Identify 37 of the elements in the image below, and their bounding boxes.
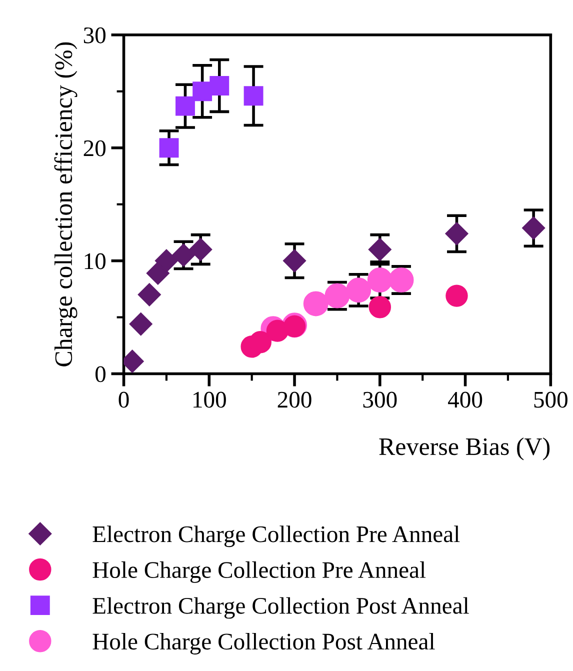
point (146, 262, 170, 285)
point (368, 296, 392, 318)
point (159, 138, 179, 158)
point (192, 82, 212, 102)
x-tick-label: 100 (194, 392, 226, 408)
point (172, 244, 196, 267)
x-tick-label: 200 (278, 392, 312, 408)
point (367, 267, 392, 292)
point (445, 222, 468, 246)
point (129, 312, 152, 336)
x-axis-title: Reverse Bias (V) (379, 438, 550, 460)
legend-label: Hole Charge Collection Pre Anneal (92, 561, 426, 583)
x-tick-label: 400 (448, 392, 482, 408)
y-axis-title: Charge collection efficiency (%) (54, 42, 78, 366)
x-tick-label: 0 (118, 392, 129, 408)
point (138, 283, 161, 306)
x-tick-label: 500 (534, 392, 568, 408)
point (154, 249, 178, 272)
y-tick-label: 30 (84, 27, 106, 44)
legend-label: Electron Charge Collection Pre Anneal (92, 526, 460, 548)
point (283, 249, 306, 272)
point (303, 291, 328, 316)
point (176, 96, 195, 116)
y-tick-label: 0 (96, 366, 106, 382)
point (346, 278, 372, 303)
y-tick-label: 10 (84, 253, 106, 270)
point (189, 238, 212, 261)
point (249, 331, 272, 354)
point (446, 284, 468, 307)
y-tick-label: 20 (84, 140, 106, 156)
point (210, 76, 230, 96)
point (244, 86, 264, 106)
point (368, 238, 392, 261)
legend-label: Hole Charge Collection Post Anneal (92, 632, 435, 654)
legend-label: Electron Charge Collection Post Anneal (92, 597, 469, 619)
point (522, 216, 546, 240)
x-tick-label: 300 (363, 392, 397, 408)
